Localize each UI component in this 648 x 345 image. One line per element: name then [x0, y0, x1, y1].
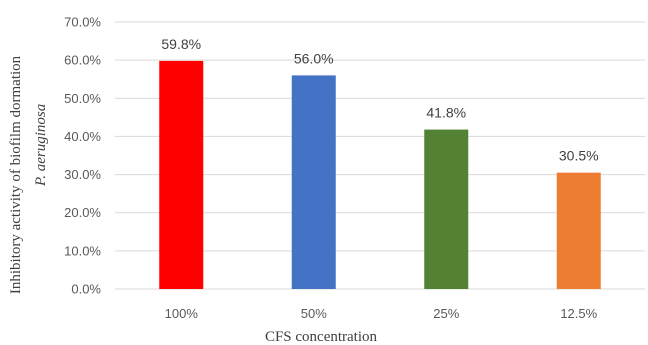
gridlines	[115, 21, 645, 290]
data-label: 56.0%	[294, 50, 334, 66]
y-tick-label: 10.0%	[64, 243, 101, 258]
y-axis-title: Inhibitory activity of biofilm dormation	[8, 55, 24, 294]
bar	[291, 75, 336, 290]
data-label: 41.8%	[426, 105, 466, 121]
data-label: 59.8%	[161, 36, 201, 52]
bar	[556, 172, 601, 289]
y-tick-label: 70.0%	[64, 15, 101, 30]
x-axis-title: CFS concentration	[265, 329, 378, 345]
y-tick-label: 40.0%	[64, 129, 101, 144]
y-axis-ticks: 0.0% 10.0% 20.0% 30.0% 40.0% 50.0% 60.0% 70.0%	[64, 15, 101, 297]
y-axis-subtitle: P. aeruginosa	[33, 104, 49, 187]
y-tick-label: 0.0%	[71, 282, 101, 297]
y-tick-label: 30.0%	[64, 167, 101, 182]
bars	[159, 60, 601, 290]
y-tick-label: 50.0%	[64, 91, 101, 106]
y-tick-label: 60.0%	[64, 53, 101, 68]
x-tick-label: 25%	[433, 306, 459, 321]
bar	[159, 60, 204, 289]
x-axis-ticks: 100% 50% 25% 12.5%	[165, 306, 598, 321]
bar	[424, 129, 469, 289]
data-label: 30.5%	[559, 148, 599, 164]
x-tick-label: 50%	[301, 306, 327, 321]
x-tick-label: 100%	[165, 306, 199, 321]
y-tick-label: 20.0%	[64, 205, 101, 220]
x-tick-label: 12.5%	[560, 306, 597, 321]
data-labels: 59.8% 56.0% 41.8% 30.5%	[161, 36, 598, 164]
